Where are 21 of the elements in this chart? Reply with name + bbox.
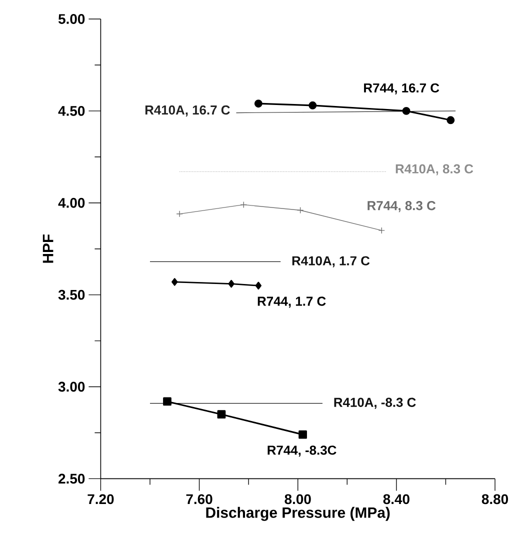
x-axis-title: Discharge Pressure (MPa) [206,506,390,521]
y-axis-title: HPF [42,234,54,263]
y-tick-label: 4.50 [58,106,85,116]
x-tick-label: 8.40 [383,494,410,504]
series-label: R410A, 16.7 C [145,105,230,116]
series-label: R744, 1.7 C [258,296,326,308]
x-tick-label: 8.00 [284,494,311,504]
y-tick-label: 5.00 [58,14,85,24]
x-tick-label: 7.20 [88,494,114,504]
series-label: R744, 16.7 C [364,83,440,94]
x-tick-label: 8.80 [482,494,508,504]
series-label: R410A, 8.3 C [396,164,474,176]
y-tick-label: 3.50 [58,290,85,300]
series-label: R744, -8.3C [268,446,336,457]
x-tick-label: 7.60 [186,494,212,504]
y-tick-label: 4.00 [58,198,85,208]
series-label: R744, 8.3 C [368,201,436,212]
y-tick-label: 3.00 [58,382,85,392]
series-label: R410A, 1.7 C [292,256,370,268]
series-label: R410A, -8.3 C [334,398,416,409]
y-tick-label: 2.50 [58,474,85,484]
